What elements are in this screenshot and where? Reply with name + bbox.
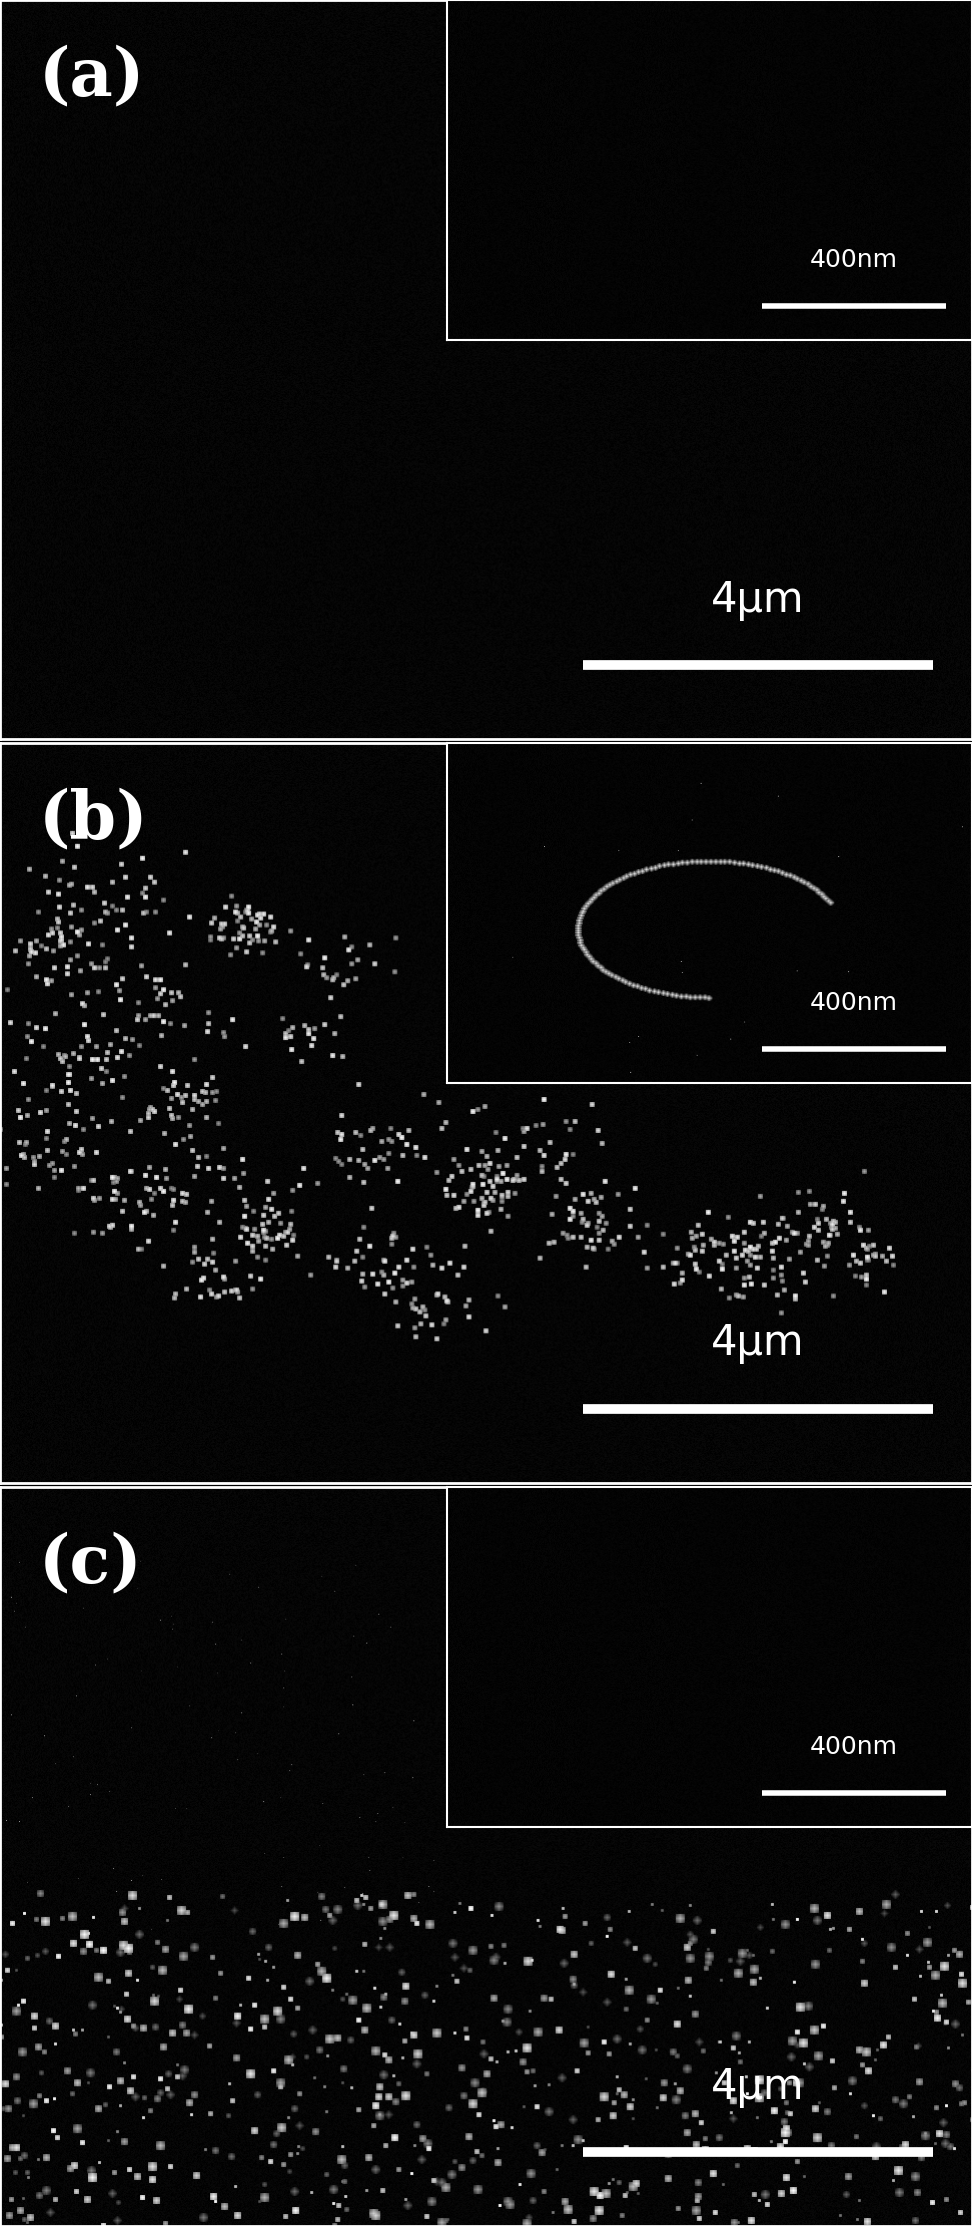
Text: (b): (b) [39, 788, 149, 853]
Text: (c): (c) [39, 1531, 143, 1596]
Text: 4μm: 4μm [712, 2066, 805, 2108]
Text: (a): (a) [39, 45, 145, 109]
Text: 4μm: 4μm [712, 1322, 805, 1365]
Text: 4μm: 4μm [712, 579, 805, 621]
